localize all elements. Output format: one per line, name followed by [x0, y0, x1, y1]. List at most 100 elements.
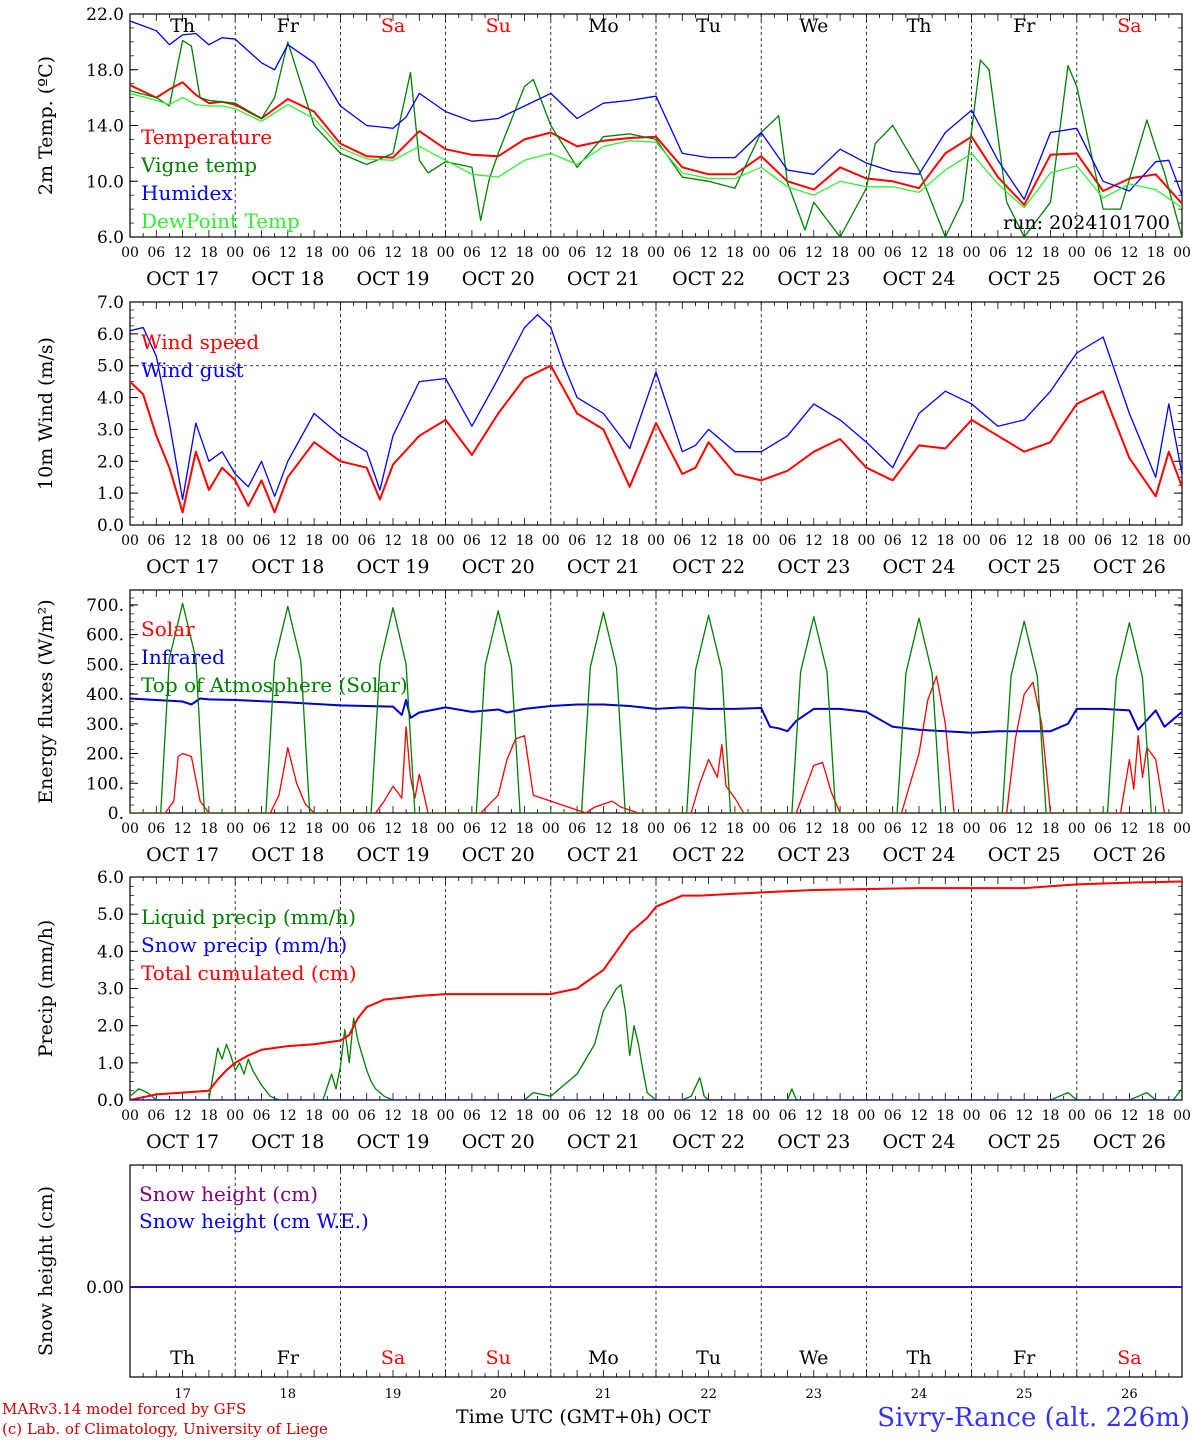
hour-tick-label: 18 — [621, 533, 639, 549]
hour-tick-label: 06 — [568, 245, 586, 261]
series-line-wind_gust — [130, 314, 1182, 501]
weekday-label: Fr — [1013, 15, 1036, 37]
date-label: OCT 17 — [146, 844, 219, 866]
credit-line-1: MARv3.14 model forced by GFS — [2, 1400, 247, 1418]
date-label: OCT 26 — [1093, 268, 1166, 290]
hour-tick-label: 00 — [437, 1108, 455, 1124]
hour-tick-label: 00 — [1068, 821, 1086, 837]
hour-tick-label: 18 — [621, 245, 639, 261]
hour-tick-label: 18 — [200, 1108, 218, 1124]
hour-tick-label: 12 — [384, 245, 402, 261]
legend-entry: Top of Atmosphere (Solar) — [141, 673, 408, 697]
hour-tick-label: 00 — [437, 533, 455, 549]
date-label: OCT 17 — [146, 1131, 219, 1153]
date-label: OCT 24 — [882, 844, 955, 866]
hour-tick-label: 00 — [542, 245, 560, 261]
y-tick-label: 1.0 — [97, 484, 124, 504]
series-line-temperature — [130, 81, 1182, 206]
y-tick-label: 5.0 — [97, 357, 124, 377]
hour-tick-label: 18 — [936, 533, 954, 549]
panel-4: 0.0 1.0 2.0 3.0 4.0 5.0 6.0 Precip (mm/h) 00 06 12… — [35, 868, 1191, 1153]
hour-tick-label: 18 — [410, 1108, 428, 1124]
date-label: OCT 20 — [462, 556, 535, 578]
hour-tick-label: 06 — [1094, 821, 1112, 837]
hour-tick-label: 00 — [647, 1108, 665, 1124]
credit-line-2: (c) Lab. of Climatology, University of L… — [2, 1420, 328, 1438]
hour-tick-label: 00 — [752, 1108, 770, 1124]
day-number-label: 19 — [385, 1387, 402, 1402]
y-tick-label: 0.00 — [86, 1278, 124, 1298]
hour-tick-label: 12 — [174, 533, 192, 549]
date-label: OCT 21 — [567, 844, 640, 866]
date-label: OCT 23 — [777, 844, 850, 866]
date-label: OCT 21 — [567, 556, 640, 578]
weekday-label: Th — [907, 1347, 932, 1369]
series-group — [130, 20, 1182, 237]
hour-tick-label: 06 — [1094, 1108, 1112, 1124]
hour-tick-label: 06 — [568, 1108, 586, 1124]
y-axis-label: Precip (mm/h) — [35, 920, 57, 1058]
y-tick-label: 6.0 — [97, 228, 124, 248]
panel-5: 0.00 Snow height (cm) Th Fr Sa Su Mo Tu We Th Fr Sa… — [35, 1164, 1183, 1402]
hour-tick-label: 06 — [568, 533, 586, 549]
weekday-label: Sa — [1117, 1347, 1141, 1369]
hour-tick-label: 00 — [1173, 533, 1191, 549]
date-label: OCT 24 — [882, 1131, 955, 1153]
hour-tick-label: 18 — [726, 533, 744, 549]
hour-tick-label: 06 — [884, 1108, 902, 1124]
day-number-label: 24 — [911, 1387, 928, 1402]
y-tick-label: 700. — [86, 596, 124, 616]
hour-tick-label: 00 — [226, 245, 244, 261]
hour-tick-label: 18 — [831, 1108, 849, 1124]
hour-tick-label: 06 — [884, 821, 902, 837]
series-line-toa — [130, 602, 1182, 813]
hour-tick-label: 18 — [410, 245, 428, 261]
hour-tick-label: 00 — [1068, 533, 1086, 549]
y-tick-label: 0. — [108, 804, 124, 824]
hour-tick-label: 12 — [594, 533, 612, 549]
hour-tick-label: 12 — [805, 245, 823, 261]
legend-entry: Total cumulated (cm) — [141, 961, 357, 985]
hour-tick-label: 00 — [752, 821, 770, 837]
legend-entry: Snow height (cm) — [139, 1182, 318, 1206]
hour-tick-label: 00 — [647, 245, 665, 261]
weekday-label: Tu — [696, 15, 721, 37]
date-label: OCT 19 — [356, 1131, 429, 1153]
hour-tick-label: 12 — [1120, 1108, 1138, 1124]
hour-tick-label: 06 — [463, 821, 481, 837]
hour-tick-label: 00 — [226, 821, 244, 837]
hour-tick-label: 12 — [805, 1108, 823, 1124]
hour-tick-label: 00 — [1173, 245, 1191, 261]
weekday-label: Fr — [277, 1347, 300, 1369]
hour-tick-label: 18 — [1042, 533, 1060, 549]
hour-tick-label: 06 — [358, 821, 376, 837]
series-line-dewpoint — [130, 92, 1182, 209]
day-number-label: 26 — [1121, 1387, 1138, 1402]
hour-tick-label: 00 — [1173, 1108, 1191, 1124]
hour-tick-label: 12 — [489, 821, 507, 837]
hour-tick-label: 18 — [305, 245, 323, 261]
y-axis-label: Snow height (cm) — [35, 1186, 57, 1356]
hour-tick-label: 00 — [542, 821, 560, 837]
hour-tick-label: 12 — [1015, 245, 1033, 261]
day-number-label: 20 — [490, 1387, 507, 1402]
y-axis-label: 10m Wind (m/s) — [35, 337, 57, 490]
hour-tick-label: 06 — [673, 533, 691, 549]
hour-tick-label: 00 — [963, 821, 981, 837]
y-tick-label: 14.0 — [86, 117, 124, 137]
hour-tick-label: 18 — [516, 1108, 534, 1124]
hour-tick-label: 18 — [726, 1108, 744, 1124]
hour-tick-label: 00 — [331, 245, 349, 261]
legend-entry: Wind speed — [141, 330, 259, 354]
hour-tick-label: 12 — [700, 1108, 718, 1124]
hour-tick-label: 12 — [174, 821, 192, 837]
date-label: OCT 20 — [462, 1131, 535, 1153]
hour-tick-label: 06 — [884, 245, 902, 261]
date-label: OCT 20 — [462, 844, 535, 866]
y-tick-label: 10.0 — [86, 172, 124, 192]
hour-tick-label: 00 — [121, 533, 139, 549]
date-label: OCT 19 — [356, 268, 429, 290]
hour-tick-label: 12 — [384, 1108, 402, 1124]
hour-tick-label: 12 — [594, 1108, 612, 1124]
hour-tick-label: 12 — [700, 821, 718, 837]
